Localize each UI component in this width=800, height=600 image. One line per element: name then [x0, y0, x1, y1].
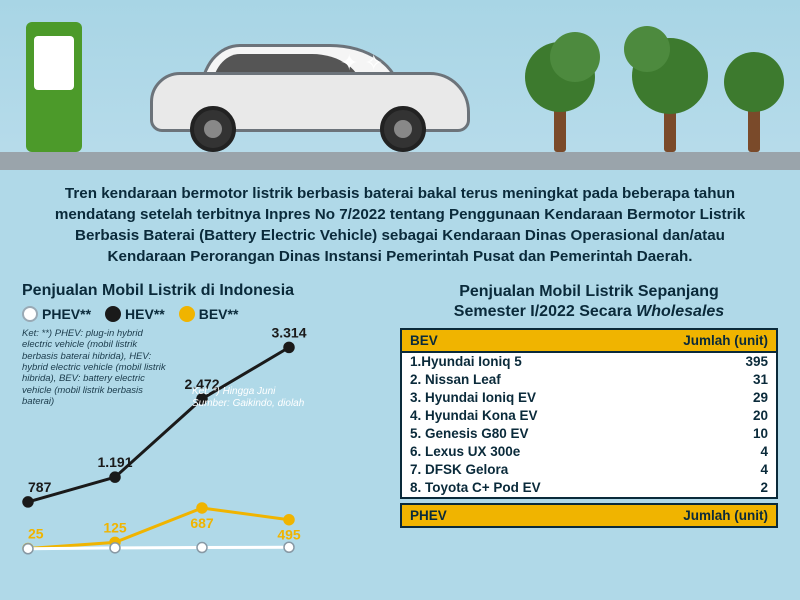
- table-row: 6. Lexus UX 300e4: [402, 443, 776, 461]
- table-cell-value: 10: [728, 426, 768, 441]
- table-cell-value: 395: [728, 354, 768, 369]
- series-marker: [197, 542, 207, 552]
- table-title-line2a: Semester I/2022 Secara: [454, 303, 636, 320]
- series-marker: [284, 515, 294, 525]
- table-header-phev-right: Jumlah (unit): [683, 508, 768, 523]
- table-cell-value: 4: [728, 462, 768, 477]
- table-title-line2b: Wholesales: [636, 303, 724, 320]
- legend-swatch: [22, 306, 38, 322]
- legend-swatch: [179, 306, 195, 322]
- table-cell-name: 4. Hyundai Kona EV: [410, 408, 728, 423]
- table-header-phev: PHEV Jumlah (unit): [402, 505, 776, 528]
- series-marker: [110, 472, 120, 482]
- value-label: 1.191: [97, 454, 132, 470]
- table-cell-value: 20: [728, 408, 768, 423]
- legend-label: HEV**: [125, 306, 165, 322]
- value-label: 3.314: [271, 326, 306, 340]
- series-marker: [23, 497, 33, 507]
- table-cell-name: 2. Nissan Leaf: [410, 372, 728, 387]
- sales-table: BEV Jumlah (unit) 1.Hyundai Ioniq 53952.…: [400, 328, 778, 499]
- legend-item: PHEV**: [22, 306, 91, 322]
- table-cell-name: 3. Hyundai Ioniq EV: [410, 390, 728, 405]
- table-row: 1.Hyundai Ioniq 5395: [402, 353, 776, 371]
- value-label: 787: [28, 479, 52, 495]
- table-cell-name: 8. Toyota C+ Pod EV: [410, 480, 728, 495]
- line-chart-panel: Penjualan Mobil Listrik di Indonesia PHE…: [22, 282, 382, 556]
- table-header-phev-left: PHEV: [410, 508, 683, 523]
- table-cell-value: 4: [728, 444, 768, 459]
- series-marker: [23, 544, 33, 554]
- legend-footnote: Ket: **) PHEV: plug-in hybrid electric v…: [22, 328, 172, 408]
- source-note-2: Sumber: Gaikindo, diolah: [192, 398, 304, 410]
- table-cell-value: 31: [728, 372, 768, 387]
- hero-illustration: ✦ ✧: [0, 0, 800, 170]
- chart-title: Penjualan Mobil Listrik di Indonesia: [22, 282, 382, 300]
- source-note-1: Ket: *) Hingga Juni: [192, 386, 304, 398]
- table-row: 3. Hyundai Ioniq EV29: [402, 389, 776, 407]
- table-cell-name: 7. DFSK Gelora: [410, 462, 728, 477]
- tree-icon: [520, 12, 600, 152]
- series-marker: [197, 503, 207, 513]
- table-cell-value: 2: [728, 480, 768, 495]
- table-row: 7. DFSK Gelora4: [402, 461, 776, 479]
- table-row: 8. Toyota C+ Pod EV2: [402, 479, 776, 497]
- table-row: 5. Genesis G80 EV10: [402, 425, 776, 443]
- sales-table-phev: PHEV Jumlah (unit): [400, 503, 778, 528]
- value-label: 687: [190, 515, 214, 531]
- legend-swatch: [105, 306, 121, 322]
- series-line-phev: [28, 547, 289, 549]
- sparkle-icon: ✦ ✧: [340, 50, 383, 76]
- table-cell-value: 29: [728, 390, 768, 405]
- legend-item: HEV**: [105, 306, 165, 322]
- ev-charger-icon: [26, 22, 82, 152]
- table-title: Penjualan Mobil Listrik Sepanjang Semest…: [400, 282, 778, 322]
- legend: PHEV** HEV** BEV**: [22, 306, 382, 322]
- value-label: 125: [103, 519, 127, 535]
- table-title-line1: Penjualan Mobil Listrik Sepanjang: [459, 283, 719, 300]
- table-row: 4. Hyundai Kona EV20: [402, 407, 776, 425]
- value-label: 495: [277, 527, 301, 543]
- legend-item: BEV**: [179, 306, 239, 322]
- road-shape: [0, 152, 800, 170]
- lower-section: Penjualan Mobil Listrik di Indonesia PHE…: [0, 278, 800, 556]
- table-header-right: Jumlah (unit): [683, 333, 768, 348]
- table-cell-name: 5. Genesis G80 EV: [410, 426, 728, 441]
- table-row: 2. Nissan Leaf31: [402, 371, 776, 389]
- sales-table-panel: Penjualan Mobil Listrik Sepanjang Semest…: [400, 282, 778, 556]
- table-header-left: BEV: [410, 333, 683, 348]
- table-cell-name: 6. Lexus UX 300e: [410, 444, 728, 459]
- legend-label: BEV**: [199, 306, 239, 322]
- series-marker: [284, 342, 294, 352]
- value-label: 25: [28, 525, 44, 541]
- series-marker: [110, 543, 120, 553]
- ev-car-icon: ✦ ✧: [150, 42, 470, 152]
- legend-label: PHEV**: [42, 306, 91, 322]
- intro-paragraph: Tren kendaraan bermotor listrik berbasis…: [0, 170, 800, 278]
- series-marker: [284, 542, 294, 552]
- series-line-bev: [28, 508, 289, 548]
- tree-icon: [630, 12, 710, 152]
- table-header: BEV Jumlah (unit): [402, 330, 776, 353]
- tree-icon: [720, 12, 790, 152]
- table-cell-name: 1.Hyundai Ioniq 5: [410, 354, 728, 369]
